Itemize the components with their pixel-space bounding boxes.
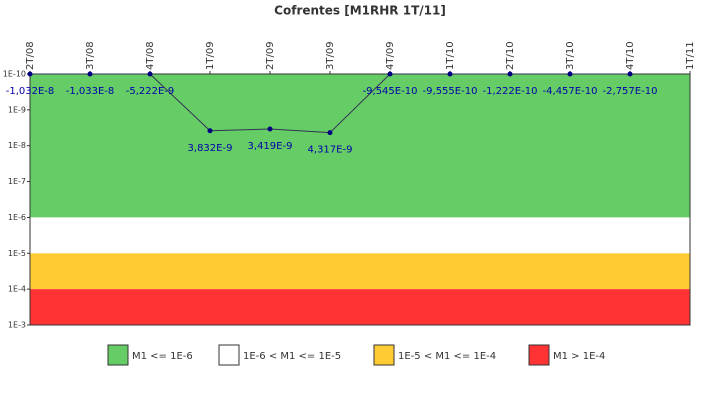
legend-label: M1 > 1E-4 bbox=[553, 351, 605, 362]
band bbox=[30, 217, 690, 254]
data-point bbox=[387, 71, 393, 77]
data-label: -2,757E-10 bbox=[603, 86, 658, 97]
data-point bbox=[627, 71, 633, 77]
data-point bbox=[507, 71, 513, 77]
data-label: 4,317E-9 bbox=[308, 145, 353, 156]
y-tick-label: 1E-6 bbox=[8, 213, 26, 222]
x-tick-label: 2T/10 bbox=[505, 41, 516, 70]
plot-frame bbox=[29, 73, 691, 326]
data-label: 3,419E-9 bbox=[248, 141, 293, 152]
y-tick-label: 1E-8 bbox=[8, 141, 26, 150]
data-label: -1,222E-10 bbox=[483, 86, 538, 97]
legend-swatch bbox=[528, 344, 550, 366]
data-point bbox=[327, 130, 333, 136]
y-tick-label: 1E-5 bbox=[8, 249, 26, 258]
band bbox=[30, 289, 690, 325]
x-tick-label: 2T/09 bbox=[265, 41, 276, 70]
legend-label: M1 <= 1E-6 bbox=[132, 351, 193, 362]
data-point bbox=[267, 126, 273, 132]
data-point bbox=[27, 71, 33, 77]
x-tick-label: 4T/08 bbox=[145, 41, 156, 70]
data-point bbox=[87, 71, 93, 77]
chart-title: Cofrentes [M1RHR 1T/11] bbox=[274, 4, 446, 18]
x-tick-label: 3T/09 bbox=[325, 41, 336, 70]
y-tick-label: 1E-7 bbox=[8, 177, 26, 186]
x-tick-label: 1T/10 bbox=[445, 41, 456, 70]
y-tick-label: 1E-4 bbox=[8, 285, 26, 294]
legend-label: 1E-6 < M1 <= 1E-5 bbox=[243, 351, 341, 362]
data-label: -5,222E-9 bbox=[126, 86, 175, 97]
data-point bbox=[147, 71, 153, 77]
x-tick-label: 4T/10 bbox=[625, 41, 636, 70]
band bbox=[30, 74, 690, 218]
y-tick-label: 1E-9 bbox=[8, 105, 26, 114]
band bbox=[30, 253, 690, 290]
x-tick-label: 3T/10 bbox=[565, 41, 576, 70]
x-tick-label: 3T/08 bbox=[85, 41, 96, 70]
legend-swatch bbox=[373, 344, 395, 366]
data-label: 3,832E-9 bbox=[188, 143, 233, 154]
data-point bbox=[567, 71, 573, 77]
legend-swatch bbox=[107, 344, 129, 366]
x-tick-label: 4T/09 bbox=[385, 41, 396, 70]
y-tick-label: 1E-10 bbox=[3, 70, 26, 79]
data-label: -1,033E-8 bbox=[66, 86, 115, 97]
x-tick-label: 1T/11 bbox=[685, 41, 696, 70]
x-tick-label: 1T/09 bbox=[205, 41, 216, 70]
data-point bbox=[207, 128, 213, 134]
data-label: -9,555E-10 bbox=[423, 86, 478, 97]
data-label: -1,032E-8 bbox=[6, 86, 55, 97]
data-point bbox=[447, 71, 453, 77]
legend-label: 1E-5 < M1 <= 1E-4 bbox=[398, 351, 496, 362]
data-label: -9,545E-10 bbox=[363, 86, 418, 97]
x-tick-label: 2T/08 bbox=[25, 41, 36, 70]
data-label: -4,457E-10 bbox=[543, 86, 598, 97]
legend-swatch bbox=[218, 344, 240, 366]
y-tick-label: 1E-3 bbox=[8, 321, 26, 330]
